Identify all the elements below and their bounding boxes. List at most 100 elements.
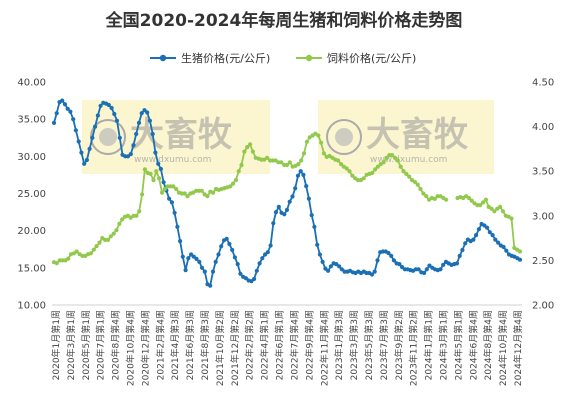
data-point (390, 153, 395, 158)
data-point (301, 151, 307, 156)
data-point (213, 259, 218, 264)
data-point (194, 256, 199, 261)
data-point (466, 195, 471, 201)
data-point (128, 152, 133, 157)
data-point (273, 210, 279, 215)
data-point (509, 216, 514, 221)
legend-item[interactable]: 生猪价格(元/公斤) (150, 51, 270, 65)
data-point (268, 243, 273, 248)
legend-label: 生猪价格(元/公斤) (181, 51, 270, 65)
data-point (66, 256, 71, 261)
data-point (182, 191, 187, 196)
legend-item[interactable]: 饲料价格(元/公斤) (296, 51, 416, 65)
data-point (422, 270, 427, 276)
y-right-tick-label: 3.00 (532, 211, 554, 222)
data-point (265, 155, 270, 160)
data-point (421, 191, 426, 196)
data-point (120, 217, 125, 222)
x-tick-label: 2020年5月第1周 (80, 310, 92, 380)
y-left-tick-label: 30.00 (17, 152, 46, 163)
data-point (151, 178, 156, 183)
data-point (326, 268, 331, 273)
data-point (500, 209, 506, 214)
data-point (492, 209, 497, 214)
data-point (397, 262, 402, 267)
data-point (391, 258, 396, 263)
x-tick-label: 2020年10月第4周 (125, 310, 137, 386)
data-point (279, 160, 284, 165)
x-tick-label: 2022年2月第2周 (244, 310, 256, 380)
x-tick-label: 2022年11月第4周 (318, 310, 330, 386)
data-point (375, 258, 380, 263)
data-point (298, 169, 303, 174)
data-point (412, 179, 417, 184)
data-point (117, 221, 122, 226)
x-tick-label: 2023年5月第3周 (363, 310, 375, 380)
data-point (183, 268, 188, 273)
data-point (178, 239, 183, 244)
x-tick-label: 2024年10月第4周 (497, 310, 509, 386)
data-point (252, 276, 257, 282)
y-left-tick-label: 40.00 (17, 78, 46, 89)
data-point (117, 135, 122, 140)
data-point (98, 103, 103, 108)
data-point (230, 181, 236, 186)
data-point (501, 244, 506, 250)
data-point (271, 221, 276, 226)
data-point (208, 283, 213, 288)
y-right-tick-label: 2.00 (532, 301, 554, 312)
y-left-tick-label: 25.00 (17, 189, 46, 200)
data-point (355, 178, 361, 183)
data-point (398, 164, 403, 169)
data-point (233, 178, 238, 183)
data-point (328, 264, 333, 269)
data-point (174, 186, 179, 192)
data-point (296, 162, 301, 167)
data-point (80, 253, 85, 258)
data-point (103, 237, 108, 242)
data-point (415, 182, 420, 187)
x-tick-label: 2023年9月第2周 (393, 310, 405, 380)
data-point (68, 109, 73, 114)
data-point (136, 120, 142, 125)
data-point (457, 253, 462, 258)
y-right-tick-label: 4.00 (532, 122, 554, 133)
data-point (517, 249, 523, 254)
data-point (304, 184, 309, 189)
data-point (185, 194, 190, 199)
data-point (156, 161, 161, 166)
data-point (312, 224, 317, 229)
watermark-brand: 大畜牧 (366, 115, 469, 155)
data-point (487, 230, 492, 235)
data-point (106, 102, 111, 108)
data-point (91, 247, 96, 252)
data-point (114, 118, 120, 123)
data-point (248, 142, 253, 147)
data-point (306, 196, 311, 201)
data-point (162, 186, 167, 192)
data-point (320, 259, 325, 264)
data-point (202, 269, 207, 274)
x-tick-label: 2024年6月第4周 (467, 310, 479, 380)
data-point (316, 133, 321, 138)
watermark-url: www.dxumu.com (134, 155, 211, 165)
data-point (432, 196, 437, 201)
data-point (239, 162, 244, 168)
legend[interactable]: 生猪价格(元/公斤) 饲料价格(元/公斤) (150, 51, 416, 65)
data-point (259, 157, 264, 162)
data-point (186, 256, 191, 261)
data-point (369, 272, 375, 277)
data-point (392, 155, 398, 160)
data-point (148, 171, 153, 176)
data-point (157, 176, 162, 181)
data-point (257, 261, 262, 266)
data-point (504, 248, 509, 253)
data-point (337, 264, 342, 269)
data-point (483, 197, 488, 202)
data-point (97, 240, 102, 245)
data-point (109, 105, 114, 111)
data-point (216, 252, 221, 257)
data-point (73, 128, 78, 133)
data-point (111, 231, 116, 236)
data-point (287, 160, 292, 165)
